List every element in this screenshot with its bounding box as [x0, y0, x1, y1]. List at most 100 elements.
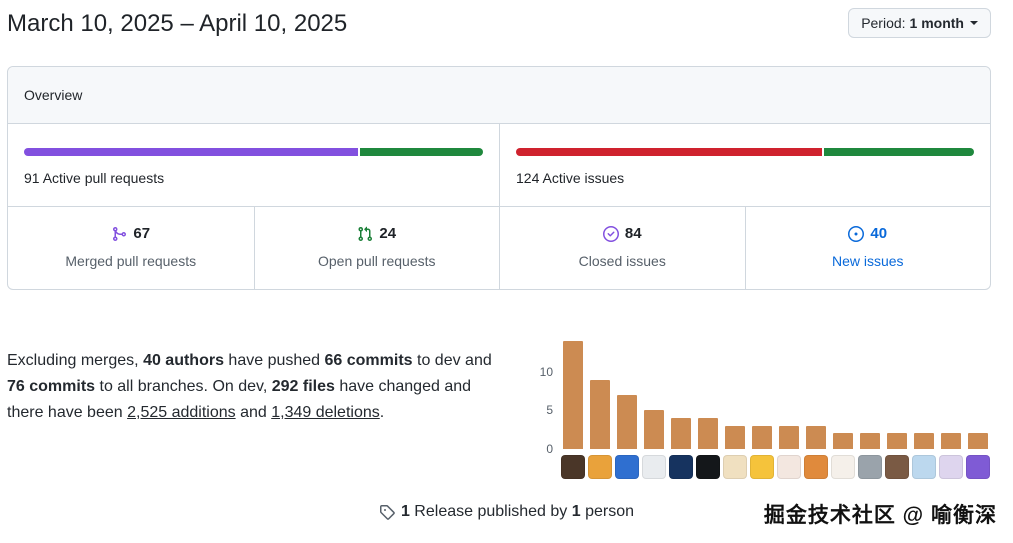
stat-label: New issues [831, 252, 904, 269]
stat-label: Closed issues [578, 252, 666, 269]
commits-chart-plot [559, 334, 991, 479]
pull-requests-meter [24, 148, 483, 156]
author-avatar[interactable] [722, 454, 747, 479]
text-segment-bold: 1 [400, 502, 410, 520]
chart-column [721, 425, 748, 479]
tag-icon [379, 504, 395, 520]
text-segment-bold: 1 [571, 502, 581, 520]
chart-column [694, 417, 721, 479]
commit-count-bar[interactable] [697, 417, 718, 449]
author-avatar[interactable] [587, 454, 612, 479]
commit-count-bar[interactable] [913, 433, 934, 449]
text-segment-bold: 66 commits [324, 351, 413, 369]
stat-value: 67 [133, 225, 151, 242]
text-segment: Release published by [409, 502, 572, 520]
chart-column [883, 433, 910, 479]
text-segment: and [235, 403, 272, 421]
meter-segment-open [359, 148, 483, 156]
issues-meter [516, 148, 974, 156]
stat-value: 24 [379, 225, 397, 242]
chart-column [829, 433, 856, 479]
issue-opened-icon [848, 225, 865, 242]
chart-column [802, 425, 829, 479]
summary-link[interactable]: 1,349 deletions [271, 403, 380, 421]
merged-pull-requests-stat[interactable]: 67 Merged pull requests [8, 207, 254, 289]
text-segment: Excluding merges, [7, 351, 144, 369]
new-issues-stat[interactable]: 40 New issues [744, 207, 991, 289]
period-dropdown[interactable]: Period: 1 month [848, 8, 991, 38]
chart-column [748, 425, 775, 479]
commit-count-bar[interactable] [940, 433, 961, 449]
commit-count-bar[interactable] [589, 379, 610, 449]
chart-column [559, 341, 586, 479]
commit-count-bar[interactable] [805, 425, 826, 449]
open-pull-requests-stat[interactable]: 24 Open pull requests [253, 207, 500, 289]
author-avatar[interactable] [560, 454, 585, 479]
text-segment: . [379, 403, 385, 421]
author-avatar[interactable] [641, 454, 666, 479]
commit-count-bar[interactable] [562, 341, 583, 449]
chart-column [964, 433, 991, 479]
author-avatar[interactable] [614, 454, 639, 479]
watermark-text: 掘金技术社区 @ 喻衡深 [763, 504, 997, 527]
text-segment: have changed and there have been [7, 377, 472, 421]
commits-per-author-chart: 0 5 10 [533, 334, 991, 479]
author-avatar[interactable] [884, 454, 909, 479]
author-avatar[interactable] [803, 454, 828, 479]
period-value: 1 month [909, 15, 964, 31]
commit-count-bar[interactable] [670, 417, 691, 449]
overview-panel-title: Overview [8, 67, 990, 124]
issue-closed-icon [602, 225, 619, 242]
meter-segment-merged [24, 148, 358, 156]
author-avatar[interactable] [965, 454, 990, 479]
meter-segment-closed [516, 148, 822, 156]
active-issues-label: 124 Active issues [516, 170, 625, 186]
text-segment: have pushed [223, 351, 325, 369]
commit-count-bar[interactable] [859, 433, 880, 449]
pulse-header: March 10, 2025 – April 10, 2025 Period: … [0, 0, 1013, 39]
author-avatar[interactable] [776, 454, 801, 479]
commit-count-bar[interactable] [886, 433, 907, 449]
author-avatar[interactable] [857, 454, 882, 479]
author-avatar[interactable] [830, 454, 855, 479]
chart-column [586, 379, 613, 479]
chart-column [613, 394, 640, 479]
chart-column [775, 425, 802, 479]
author-avatar[interactable] [668, 454, 693, 479]
stat-value: 40 [870, 225, 888, 242]
stat-label: Merged pull requests [65, 252, 197, 269]
summary-link[interactable]: 2,525 additions [127, 403, 236, 421]
commit-count-bar[interactable] [643, 410, 664, 449]
author-avatar[interactable] [749, 454, 774, 479]
commit-count-bar[interactable] [778, 425, 799, 449]
text-segment-bold: 76 commits [7, 377, 96, 395]
commit-count-bar[interactable] [724, 425, 745, 449]
period-label: Period: [861, 15, 906, 31]
issues-meter-section: 124 Active issues [499, 124, 990, 206]
text-segment: to dev and [412, 351, 492, 369]
chart-column [856, 433, 883, 479]
overview-panel: Overview 91 Active pull requests 124 Act… [7, 66, 991, 290]
text-segment: to all branches. On dev, [95, 377, 272, 395]
chart-column [937, 433, 964, 479]
chevron-down-icon [970, 21, 978, 29]
commit-count-bar[interactable] [616, 394, 637, 449]
author-avatar[interactable] [695, 454, 720, 479]
git-pull-request-icon [358, 226, 373, 241]
commit-count-bar[interactable] [751, 425, 772, 449]
y-tick-label: 0 [546, 441, 553, 456]
author-avatar[interactable] [938, 454, 963, 479]
pull-requests-meter-section: 91 Active pull requests [8, 124, 499, 206]
meter-segment-new [823, 148, 974, 156]
release-text: 1 Release published by 1 person [401, 503, 634, 521]
commit-count-bar[interactable] [832, 433, 853, 449]
stat-value: 84 [624, 225, 642, 242]
y-tick-label: 5 [546, 403, 553, 418]
chart-y-axis: 0 5 10 [533, 334, 559, 479]
author-avatar[interactable] [911, 454, 936, 479]
commit-count-bar[interactable] [967, 433, 988, 449]
closed-issues-stat[interactable]: 84 Closed issues [499, 207, 745, 289]
activity-meters-row: 91 Active pull requests 124 Active issue… [8, 124, 990, 206]
text-segment: person [580, 502, 635, 520]
text-segment-bold: 292 files [271, 377, 335, 395]
